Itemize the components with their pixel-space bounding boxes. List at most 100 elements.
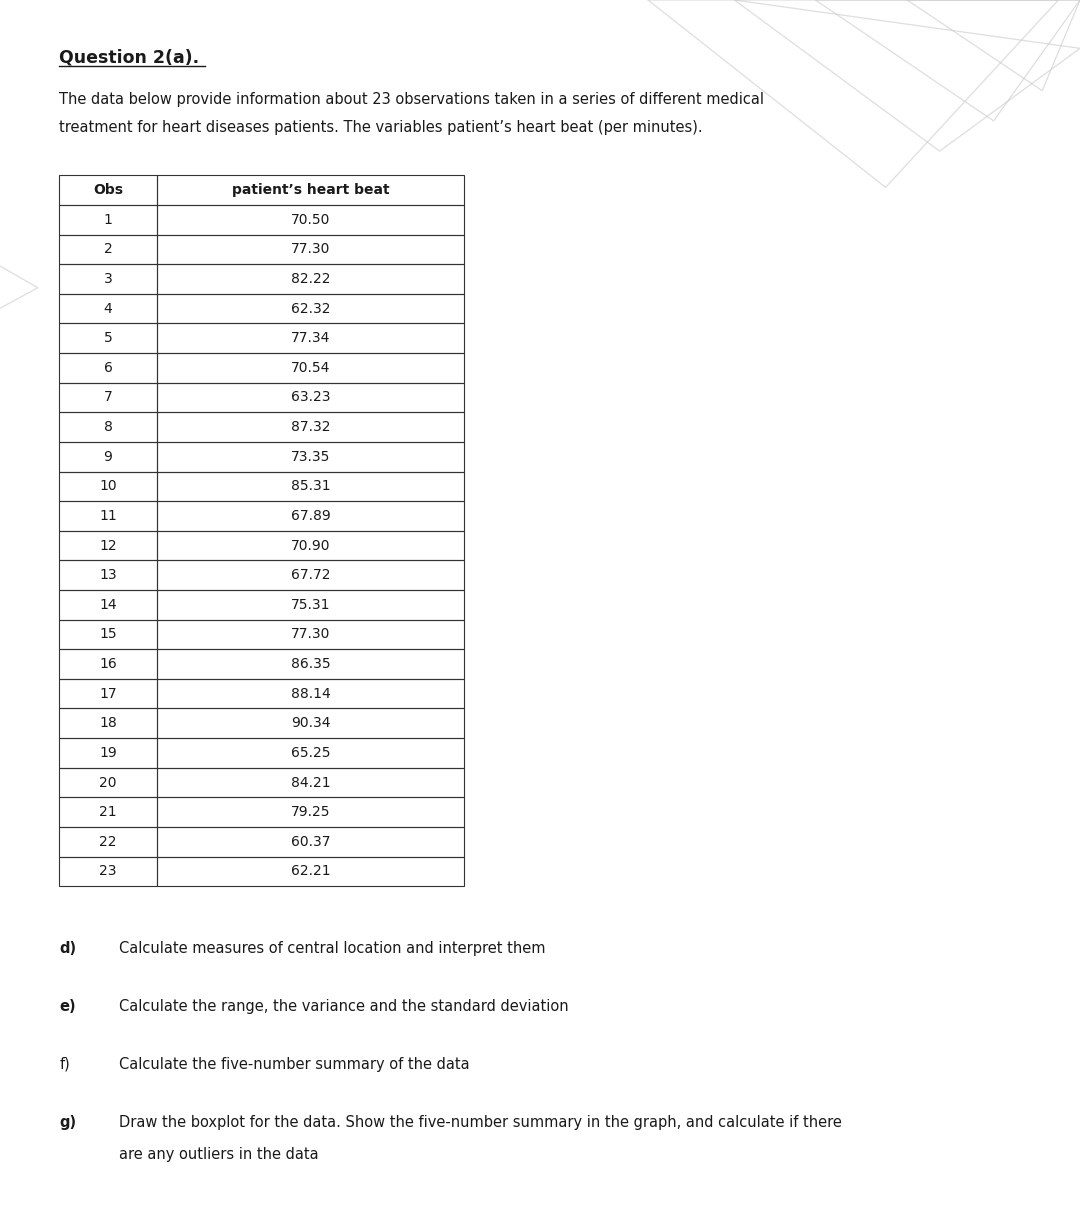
Bar [157,204,464,235]
Bar [59,324,157,353]
Bar [59,235,157,265]
Text: 82.22: 82.22 [291,272,330,287]
Text: 62.21: 62.21 [291,864,330,879]
Bar [157,442,464,472]
Bar [59,175,157,204]
Text: Calculate the range, the variance and the standard deviation: Calculate the range, the variance and th… [119,999,568,1013]
Text: 77.34: 77.34 [291,331,330,346]
Text: 4: 4 [104,301,112,316]
Bar [157,620,464,649]
Bar [59,531,157,561]
Bar [157,294,464,323]
Text: 18: 18 [99,716,117,730]
Bar [157,827,464,857]
Text: 13: 13 [99,568,117,583]
Text: 88.14: 88.14 [291,687,330,701]
Text: 20: 20 [99,775,117,789]
Bar [157,353,464,382]
Text: 11: 11 [99,509,117,523]
Text: 19: 19 [99,746,117,760]
Text: g): g) [59,1115,77,1129]
Text: 16: 16 [99,656,117,671]
Text: 70.50: 70.50 [291,213,330,227]
Bar [157,531,464,561]
Text: 75.31: 75.31 [291,597,330,612]
Text: Calculate the five-number summary of the data: Calculate the five-number summary of the… [119,1057,470,1071]
Bar [59,472,157,501]
Bar [157,737,464,768]
Bar [59,649,157,679]
Bar [59,412,157,441]
Bar [59,679,157,708]
Bar [59,737,157,768]
Text: f): f) [59,1057,70,1071]
Text: 87.32: 87.32 [291,420,330,434]
Bar [59,590,157,620]
Text: 70.54: 70.54 [291,360,330,375]
Bar [59,353,157,382]
Bar [59,768,157,798]
Bar [157,472,464,501]
Text: 70.90: 70.90 [291,538,330,553]
Text: 6: 6 [104,360,112,375]
Text: Obs: Obs [93,183,123,197]
Text: 77.30: 77.30 [291,627,330,642]
Bar [157,561,464,590]
Text: 21: 21 [99,805,117,820]
Text: e): e) [59,999,76,1013]
Bar [59,856,157,886]
Text: 1: 1 [104,213,112,227]
Text: patient’s heart beat: patient’s heart beat [232,183,389,197]
Text: 14: 14 [99,597,117,612]
Text: 2: 2 [104,242,112,256]
Bar [157,502,464,531]
Text: 79.25: 79.25 [291,805,330,820]
Text: 12: 12 [99,538,117,553]
Text: 63.23: 63.23 [291,391,330,405]
Text: 3: 3 [104,272,112,287]
Bar [157,679,464,708]
Text: 73.35: 73.35 [291,450,330,464]
Text: 9: 9 [104,450,112,464]
Bar [59,620,157,649]
Text: 15: 15 [99,627,117,642]
Bar [59,204,157,235]
Bar [157,324,464,353]
Text: 62.32: 62.32 [291,301,330,316]
Text: 22: 22 [99,834,117,849]
Bar [59,827,157,857]
Bar [59,265,157,294]
Bar [157,649,464,679]
Text: 85.31: 85.31 [291,479,330,493]
Bar [59,442,157,472]
Text: 8: 8 [104,420,112,434]
Bar [157,235,464,265]
Text: 67.72: 67.72 [291,568,330,583]
Bar [157,798,464,827]
Text: 10: 10 [99,479,117,493]
Bar [157,708,464,737]
Text: Question 2(a).: Question 2(a). [59,48,200,66]
Text: 17: 17 [99,687,117,701]
Text: 67.89: 67.89 [291,509,330,523]
Bar [59,561,157,590]
Text: 5: 5 [104,331,112,346]
Text: 60.37: 60.37 [291,834,330,849]
Bar [157,856,464,886]
Bar [157,412,464,441]
Text: 7: 7 [104,391,112,405]
Bar [59,294,157,323]
Bar [157,175,464,204]
Text: 77.30: 77.30 [291,242,330,256]
Text: 86.35: 86.35 [291,656,330,671]
Bar [59,798,157,827]
Bar [59,708,157,737]
Bar [157,265,464,294]
Text: Draw the boxplot for the data. Show the five-number summary in the graph, and ca: Draw the boxplot for the data. Show the … [119,1115,841,1129]
Text: 23: 23 [99,864,117,879]
Text: are any outliers in the data: are any outliers in the data [119,1147,319,1162]
Bar [157,382,464,412]
Text: 90.34: 90.34 [291,716,330,730]
Bar [59,502,157,531]
Bar [157,590,464,620]
